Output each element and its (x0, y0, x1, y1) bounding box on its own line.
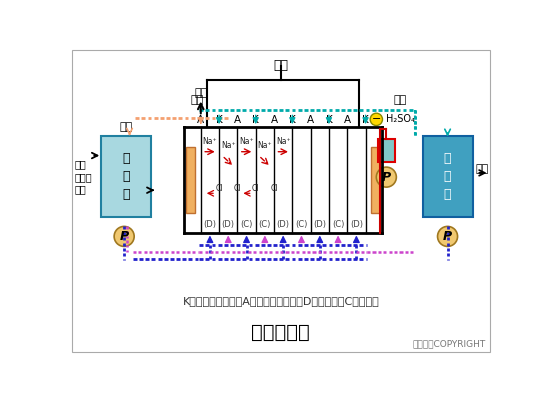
Text: Na⁺: Na⁺ (221, 141, 236, 150)
Text: 电渗析装置: 电渗析装置 (252, 324, 310, 342)
Circle shape (114, 226, 134, 246)
FancyBboxPatch shape (378, 139, 395, 162)
Text: (D): (D) (350, 220, 363, 230)
Circle shape (370, 113, 383, 125)
Text: (D): (D) (313, 220, 326, 230)
Text: (C): (C) (241, 220, 253, 230)
Text: 淡
水
池: 淡 水 池 (122, 152, 129, 201)
Text: 排出: 排出 (194, 88, 207, 98)
Text: −: − (372, 114, 381, 124)
Text: A: A (271, 115, 278, 125)
Text: Na⁺: Na⁺ (203, 137, 217, 146)
Text: (D): (D) (203, 220, 216, 230)
Circle shape (437, 226, 458, 246)
Text: K: K (289, 115, 296, 125)
Text: (D): (D) (277, 220, 290, 230)
Text: 浓水: 浓水 (393, 96, 407, 105)
Text: 淡水: 淡水 (119, 123, 132, 133)
Text: P: P (382, 171, 391, 183)
Text: K: K (362, 115, 369, 125)
Text: P: P (443, 230, 452, 243)
Text: Na⁺: Na⁺ (258, 141, 272, 150)
Text: K: K (216, 115, 222, 125)
Text: 淡水
（生产
水）: 淡水 （生产 水） (75, 159, 92, 194)
Text: A: A (344, 115, 351, 125)
Text: 原水: 原水 (273, 59, 288, 72)
Text: K－阳离子交换膜；A－阴离子交换膜；D－淡水室；C－浓水室: K－阳离子交换膜；A－阴离子交换膜；D－淡水室；C－浓水室 (182, 297, 379, 306)
Text: (C): (C) (259, 220, 271, 230)
Text: K: K (252, 115, 259, 125)
Text: Cl: Cl (252, 184, 259, 193)
Text: Cl: Cl (270, 184, 278, 193)
FancyBboxPatch shape (186, 148, 196, 213)
Text: P: P (119, 230, 129, 243)
Text: K: K (326, 115, 332, 125)
Text: A: A (197, 115, 204, 125)
Text: H₂SO₄: H₂SO₄ (386, 114, 414, 124)
Text: Cl: Cl (233, 184, 241, 193)
FancyBboxPatch shape (101, 136, 151, 217)
Text: (C): (C) (295, 220, 307, 230)
Text: Cl: Cl (215, 184, 223, 193)
Text: Na⁺: Na⁺ (239, 137, 254, 146)
Text: (C): (C) (332, 220, 344, 230)
FancyBboxPatch shape (371, 148, 380, 213)
Text: 淡水: 淡水 (190, 96, 203, 105)
Circle shape (376, 167, 396, 187)
Text: 浓
水
池: 浓 水 池 (444, 152, 452, 201)
FancyBboxPatch shape (423, 136, 472, 217)
Text: Na⁺: Na⁺ (276, 137, 290, 146)
Text: 浓水: 浓水 (476, 164, 489, 174)
Text: A: A (234, 115, 241, 125)
Text: 东方仿真COPYRIGHT: 东方仿真COPYRIGHT (413, 339, 486, 348)
Text: A: A (307, 115, 314, 125)
Text: (D): (D) (222, 220, 235, 230)
